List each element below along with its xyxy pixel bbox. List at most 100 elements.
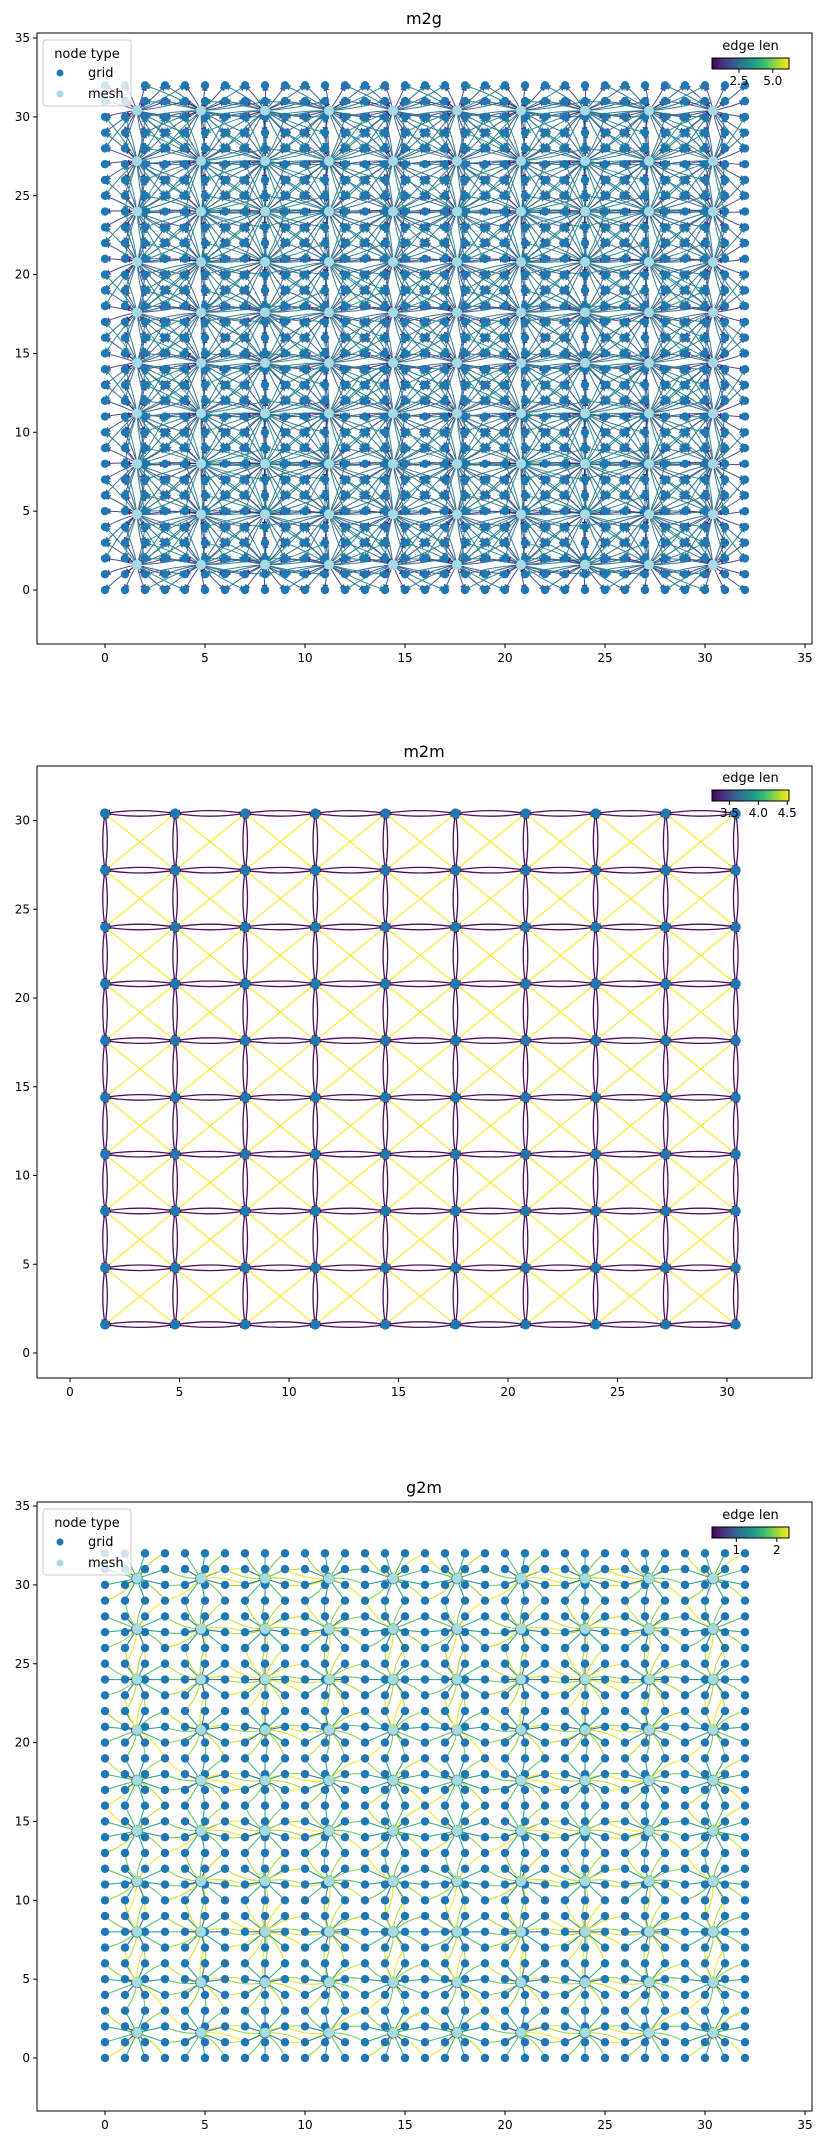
grid-node: [440, 1564, 450, 1574]
grid-node: [180, 301, 190, 311]
grid-node: [600, 570, 610, 579]
grid-node: [140, 238, 150, 248]
grid-node: [500, 1596, 510, 1605]
grid-node: [740, 491, 750, 500]
grid-node: [280, 522, 290, 532]
grid-node: [520, 538, 530, 547]
grid-node: [180, 1643, 190, 1653]
mesh-node: [196, 256, 206, 267]
grid-node: [620, 554, 630, 563]
grid-node: [220, 2038, 230, 2047]
grid-node: [660, 96, 670, 106]
grid-node: [360, 349, 370, 358]
grid-node: [120, 1896, 130, 1905]
grid-node: [400, 1959, 410, 1968]
grid-node: [640, 1817, 650, 1826]
grid-node: [420, 175, 430, 185]
grid-node: [200, 96, 210, 106]
mesh-node: [580, 1926, 590, 1937]
grid-node: [340, 380, 350, 390]
grid-node: [180, 207, 190, 216]
grid-node: [180, 475, 190, 484]
grid-node: [720, 2006, 730, 2015]
grid-node: [660, 475, 670, 484]
x-tick-label: 20: [497, 2118, 512, 2132]
grid-node: [440, 1643, 450, 1653]
grid-node: [720, 112, 730, 122]
mesh-node: [260, 307, 270, 318]
grid-node: [260, 1659, 270, 1668]
grid-node: [720, 286, 730, 295]
grid-node: [100, 223, 110, 232]
grid-node: [180, 1549, 190, 1558]
grid-node: [420, 238, 430, 248]
y-tick-label: 30: [15, 1578, 30, 1592]
grid-node: [380, 1738, 390, 1747]
grid-node: [220, 506, 230, 516]
grid-node: [660, 1848, 670, 1858]
grid-node: [240, 1675, 250, 1684]
grid-node: [640, 270, 650, 279]
grid-node: [540, 270, 550, 279]
grid-node: [140, 585, 150, 595]
grid-node: [180, 128, 190, 137]
grid-node: [420, 2053, 430, 2063]
mesh-node: [644, 1825, 654, 1836]
grid-node: [300, 112, 310, 122]
grid-node: [120, 1580, 130, 1590]
grid-node: [580, 349, 590, 358]
mesh-node: [324, 1977, 334, 1988]
grid-node: [740, 1896, 750, 1905]
grid-node: [680, 365, 690, 374]
grid-node: [340, 1706, 350, 1716]
y-tick-label: 5: [22, 1972, 30, 1986]
grid-node: [240, 160, 250, 169]
mesh-node: [196, 156, 206, 167]
grid-node: [640, 1564, 650, 1574]
grid-node: [400, 538, 410, 547]
grid-node: [740, 1628, 750, 1637]
grid-node: [120, 128, 130, 137]
grid-node: [120, 1643, 130, 1653]
grid-node: [700, 1675, 710, 1684]
grid-node: [540, 1564, 550, 1574]
grid-node: [100, 1754, 110, 1763]
grid-node: [440, 1817, 450, 1826]
grid-node: [200, 570, 210, 579]
grid-node: [380, 238, 390, 248]
grid-node: [600, 1580, 610, 1590]
grid-node: [360, 1974, 370, 1984]
grid-node: [540, 349, 550, 358]
grid-node: [560, 1596, 570, 1605]
grid-node: [680, 1549, 690, 1558]
grid-node: [360, 175, 370, 185]
grid-node: [140, 1549, 150, 1558]
grid-node: [720, 1628, 730, 1637]
grid-node: [100, 1959, 110, 1968]
grid-node: [140, 191, 150, 200]
grid-node: [640, 1943, 650, 1952]
grid-node: [340, 160, 350, 169]
grid-node: [260, 1848, 270, 1858]
grid-node: [360, 317, 370, 327]
mesh-node: [516, 105, 526, 116]
grid-node: [140, 1927, 150, 1937]
grid-node: [240, 333, 250, 342]
grid-node: [380, 144, 390, 153]
grid-node: [240, 570, 250, 579]
grid-node: [180, 1628, 190, 1637]
grid-node: [640, 491, 650, 500]
grid-node: [380, 1911, 390, 1921]
grid-node: [260, 1596, 270, 1605]
grid-node: [660, 1864, 670, 1873]
grid-node: [720, 1596, 730, 1605]
grid-node: [740, 175, 750, 185]
grid-node: [680, 191, 690, 200]
grid-node: [720, 475, 730, 484]
grid-node: [520, 1596, 530, 1605]
grid-node: [460, 396, 470, 405]
grid-node: [300, 1769, 310, 1779]
grid-node: [220, 365, 230, 374]
grid-node: [340, 1628, 350, 1637]
grid-node: [440, 1990, 450, 2000]
